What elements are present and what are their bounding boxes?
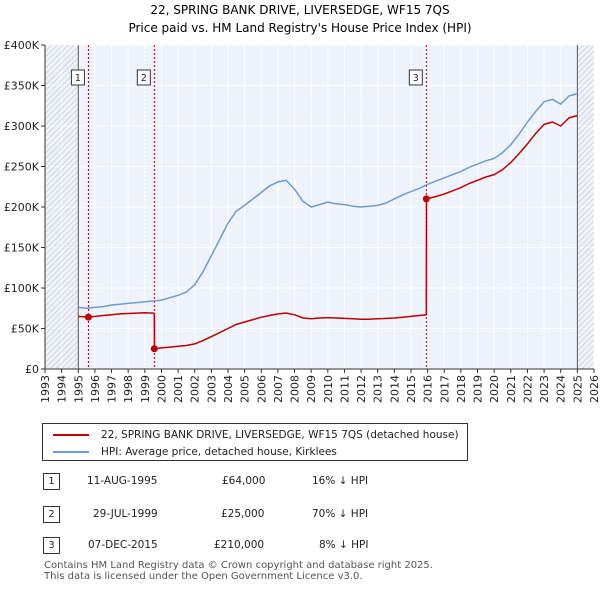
hatched-region [45,45,79,369]
x-tick-label: 1993 [39,375,52,403]
property-price-line [78,114,578,350]
transaction-hpi-diff: 16% ↓ HPI [312,475,369,487]
transaction-hpi-diff: 70% ↓ HPI [312,508,369,520]
x-tick-label: 2018 [455,375,468,403]
x-tick-label: 2022 [521,375,534,403]
y-tick-label: £100K [4,282,40,295]
x-tick-label: 2017 [438,375,451,403]
x-tick-label: 2013 [372,375,385,403]
x-tick-label: 2001 [172,375,185,403]
transaction-date: 07-DEC-2015 [88,539,158,551]
x-tick-label: 2002 [189,375,202,403]
x-tick-label: 1994 [56,375,69,403]
x-tick-label: 2008 [289,375,302,403]
y-tick-label: £250K [4,161,40,174]
table-row: 1 11-AUG-1995 £64,000 16% ↓ HPI [40,473,580,491]
transaction-label-box [136,69,151,86]
legend-item-hpi: HPI: Average price, detached house, Kirk… [53,444,337,460]
transaction-price: £210,000 [214,539,265,551]
x-tick-label: 1995 [72,375,85,403]
legend-label-hpi: HPI: Average price, detached house, Kirk… [101,446,337,458]
x-tick-label: 2026 [588,375,600,403]
x-tick-label: 2024 [555,375,568,403]
chart-title: 22, SPRING BANK DRIVE, LIVERSEDGE, WF15 … [150,3,449,17]
transaction-date: 11-AUG-1995 [87,475,158,487]
hatched-region [577,45,594,369]
x-tick-label: 2021 [505,375,518,403]
x-tick-label: 2015 [405,375,418,403]
transaction-point [150,345,158,353]
x-tick-label: 2005 [239,375,252,403]
x-tick-label: 1996 [89,375,102,403]
transaction-marker: 3 [43,537,60,554]
x-tick-label: 2010 [322,375,335,403]
footer-license: This data is licensed under the Open Gov… [44,571,363,582]
chart-subtitle: Price paid vs. HM Land Registry's House … [128,21,471,35]
x-tick-label: 1997 [106,375,119,403]
y-tick-label: £50K [11,323,40,336]
transaction-label-box [408,69,423,86]
x-tick-label: 2006 [255,375,268,403]
y-tick-label: £300K [4,120,40,133]
transaction-marker: 1 [43,473,60,490]
x-tick-label: 2003 [205,375,218,403]
x-tick-label: 2009 [305,375,318,403]
x-tick-label: 2019 [472,375,485,403]
x-tick-label: 1999 [139,375,152,403]
legend-label-property: 22, SPRING BANK DRIVE, LIVERSEDGE, WF15 … [101,429,459,441]
hpi-line [78,92,578,310]
x-tick-label: 2020 [488,375,501,403]
price-chart: 22, SPRING BANK DRIVE, LIVERSEDGE, WF15 … [4,3,600,403]
transaction-label-box [70,69,85,86]
transaction-label: 2 [141,73,147,84]
table-row: 3 07-DEC-2015 £210,000 8% ↓ HPI [40,537,580,555]
legend-item-property: 22, SPRING BANK DRIVE, LIVERSEDGE, WF15 … [53,427,459,443]
x-tick-label: 2012 [355,375,368,403]
x-tick-label: 2004 [222,375,235,403]
y-tick-label: £150K [4,242,40,255]
transaction-date: 29-JUL-1999 [93,508,158,520]
table-row: 2 29-JUL-1999 £25,000 70% ↓ HPI [40,506,580,524]
y-tick-label: £200K [4,201,40,214]
transaction-point [422,195,430,203]
transaction-price: £64,000 [222,475,266,487]
legend-swatch-property [53,434,89,436]
transaction-label: 1 [75,73,81,84]
x-tick-label: 2014 [388,375,401,403]
transaction-price: £25,000 [221,508,265,520]
x-tick-label: 1998 [122,375,135,403]
footer-copyright: Contains HM Land Registry data © Crown c… [44,560,433,571]
transaction-point [84,313,92,321]
transaction-label: 3 [413,73,419,84]
x-tick-label: 2016 [422,375,435,403]
x-tick-label: 2023 [538,375,551,403]
chart-legend: 22, SPRING BANK DRIVE, LIVERSEDGE, WF15 … [42,423,468,461]
legend-swatch-hpi [53,451,89,453]
y-tick-label: £0 [25,363,39,376]
x-tick-label: 2011 [338,375,351,403]
x-tick-label: 2007 [272,375,285,403]
transaction-hpi-diff: 8% ↓ HPI [319,539,369,551]
y-tick-label: £350K [4,80,40,93]
x-tick-label: 2025 [571,375,584,403]
footer: Contains HM Land Registry data © Crown c… [44,560,433,582]
y-tick-label: £400K [4,39,40,52]
transaction-marker: 2 [43,506,60,523]
x-tick-label: 2000 [155,375,168,403]
